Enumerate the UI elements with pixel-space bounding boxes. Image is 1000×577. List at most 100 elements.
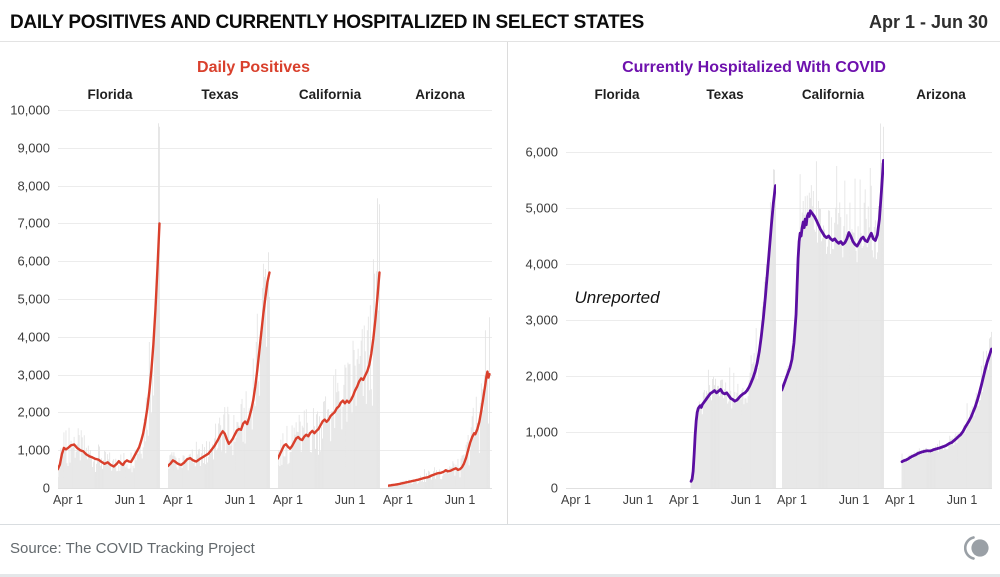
covid-tracking-project-logo: [964, 536, 989, 560]
facet-california: California Apr 1 Jun 1: [777, 87, 884, 511]
y-tick-label: 2,000: [17, 404, 50, 420]
facet-row: Florida Apr 1 Jun 1 Texas Apr 1 Jun 1 Californ…: [53, 87, 492, 511]
y-tick-label: 1,000: [17, 442, 50, 458]
y-tick-label: 0: [550, 480, 558, 496]
daily-bars: [690, 169, 776, 488]
x-tick-label: Jun 1: [622, 493, 654, 507]
date-range: Apr 1 - Jun 30: [868, 12, 988, 32]
x-tick-label: Jun 1: [114, 493, 146, 507]
facet-arizona: Arizona Apr 1 Jun 1: [383, 87, 492, 511]
panel-title-daily-positives: Daily Positives: [197, 59, 310, 76]
facet-plot: [168, 110, 272, 488]
y-tick-label: 6,000: [17, 253, 50, 269]
facet-header: Arizona: [916, 87, 966, 102]
y-tick-label: 6,000: [525, 144, 558, 160]
y-tick-label: 7,000: [17, 215, 50, 231]
x-tick-label: Apr 1: [273, 493, 303, 507]
y-tick-label: 9,000: [17, 140, 50, 156]
facet-chart: [58, 123, 161, 488]
y-axis-labels: 0 1,000 2,000 3,000 4,000 5,000 6,000 7,000 8,00…: [0, 103, 50, 496]
facet-row: Florida Unreported Apr 1 Jun 1 Texas Apr 1 Jun…: [561, 87, 992, 511]
facet-texas: Texas Apr 1 Jun 1: [669, 87, 776, 511]
x-tick-label: Jun 1: [224, 493, 256, 507]
trend-line: [168, 271, 271, 468]
y-tick-label: 3,000: [17, 367, 50, 383]
x-tick-label: Apr 1: [561, 493, 591, 507]
daily-bars: [901, 331, 992, 488]
facet-plot: [782, 110, 884, 488]
trend-line: [278, 271, 381, 460]
source-credit: Source: The COVID Tracking Project: [10, 539, 255, 557]
facet-florida: Florida Apr 1 Jun 1: [53, 87, 162, 511]
daily-bars: [168, 252, 270, 488]
x-tick-label: Apr 1: [383, 493, 413, 507]
trend-line: [689, 184, 776, 483]
facet-chart: [388, 317, 491, 488]
x-tick-label: Jun 1: [334, 493, 366, 507]
x-axis-labels: Apr 1 Jun 1: [885, 493, 992, 511]
facet-arizona: Arizona Apr 1 Jun 1: [885, 87, 992, 511]
facet-chart: [168, 252, 271, 488]
facet-header: California: [298, 87, 362, 102]
facet-header: Florida: [87, 87, 133, 102]
x-tick-label: Jun 1: [444, 493, 476, 507]
y-tick-label: 5,000: [17, 291, 50, 307]
facet-header: Arizona: [415, 87, 465, 102]
facet-florida: Florida Unreported Apr 1 Jun 1: [561, 87, 668, 511]
facet-texas: Texas Apr 1 Jun 1: [163, 87, 272, 511]
daily-bars: [58, 123, 160, 488]
y-axis-labels: 0 1,000 2,000 3,000 4,000 5,000 6,000: [508, 110, 558, 496]
y-tick-label: 5,000: [525, 200, 558, 216]
charts-row: Daily Positives 0 1,000 2,000 3,000 4,000 5,0…: [0, 42, 1000, 524]
facet-chart: [782, 123, 884, 488]
y-tick-label: 0: [42, 480, 50, 496]
daily-bars: [278, 198, 380, 488]
x-axis-labels: Apr 1 Jun 1: [273, 493, 382, 511]
facet-header: California: [801, 87, 865, 102]
x-tick-label: Apr 1: [885, 493, 915, 507]
facet-plot: Unreported: [566, 110, 668, 488]
facet-plot: [890, 110, 992, 488]
x-axis-labels: Apr 1 Jun 1: [669, 493, 776, 511]
x-axis-labels: Apr 1 Jun 1: [163, 493, 272, 511]
daily-bars: [388, 317, 490, 488]
facet-header: Texas: [201, 87, 239, 102]
y-tick-label: 1,000: [525, 424, 558, 440]
x-tick-label: Apr 1: [163, 493, 193, 507]
page-title: DAILY POSITIVES AND CURRENTLY HOSPITALIZ…: [10, 11, 645, 33]
y-tick-label: 2,000: [525, 368, 558, 384]
panel-hospitalized: Currently Hospitalized With COVID 0 1,000…: [507, 42, 1000, 524]
x-tick-label: Jun 1: [946, 493, 978, 507]
panel-title-hospitalized: Currently Hospitalized With COVID: [622, 59, 886, 76]
y-tick-label: 8,000: [17, 178, 50, 194]
y-tick-label: 3,000: [525, 312, 558, 328]
y-tick-label: 4,000: [525, 256, 558, 272]
x-tick-label: Jun 1: [838, 493, 870, 507]
unreported-label: Unreported: [574, 288, 660, 307]
trend-line: [388, 370, 491, 487]
x-axis-labels: Apr 1 Jun 1: [777, 493, 884, 511]
y-tick-label: 10,000: [10, 102, 50, 118]
facet-header: Florida: [594, 87, 640, 102]
x-tick-label: Apr 1: [777, 493, 807, 507]
facet-header: Texas: [706, 87, 744, 102]
facet-plot: [58, 110, 162, 488]
x-axis-labels: Apr 1 Jun 1: [383, 493, 492, 511]
x-tick-label: Apr 1: [53, 493, 83, 507]
x-tick-label: Jun 1: [730, 493, 762, 507]
y-tick-label: 4,000: [17, 329, 50, 345]
facet-chart: [278, 198, 381, 488]
facet-plot: [278, 110, 382, 488]
footer: Source: The COVID Tracking Project: [0, 524, 1000, 577]
x-axis-labels: Apr 1 Jun 1: [561, 493, 668, 511]
trend-line: [782, 159, 884, 392]
facet-chart: [900, 331, 992, 488]
facet-plot: [388, 110, 492, 488]
trend-line: [58, 222, 161, 471]
facet-plot: [674, 110, 776, 488]
bottom-edge: [0, 574, 1000, 577]
trend-line: [900, 347, 992, 464]
panel-daily-positives: Daily Positives 0 1,000 2,000 3,000 4,000 5,0…: [0, 42, 507, 524]
x-axis-labels: Apr 1 Jun 1: [53, 493, 162, 511]
chart-header: DAILY POSITIVES AND CURRENTLY HOSPITALIZ…: [0, 0, 1000, 42]
